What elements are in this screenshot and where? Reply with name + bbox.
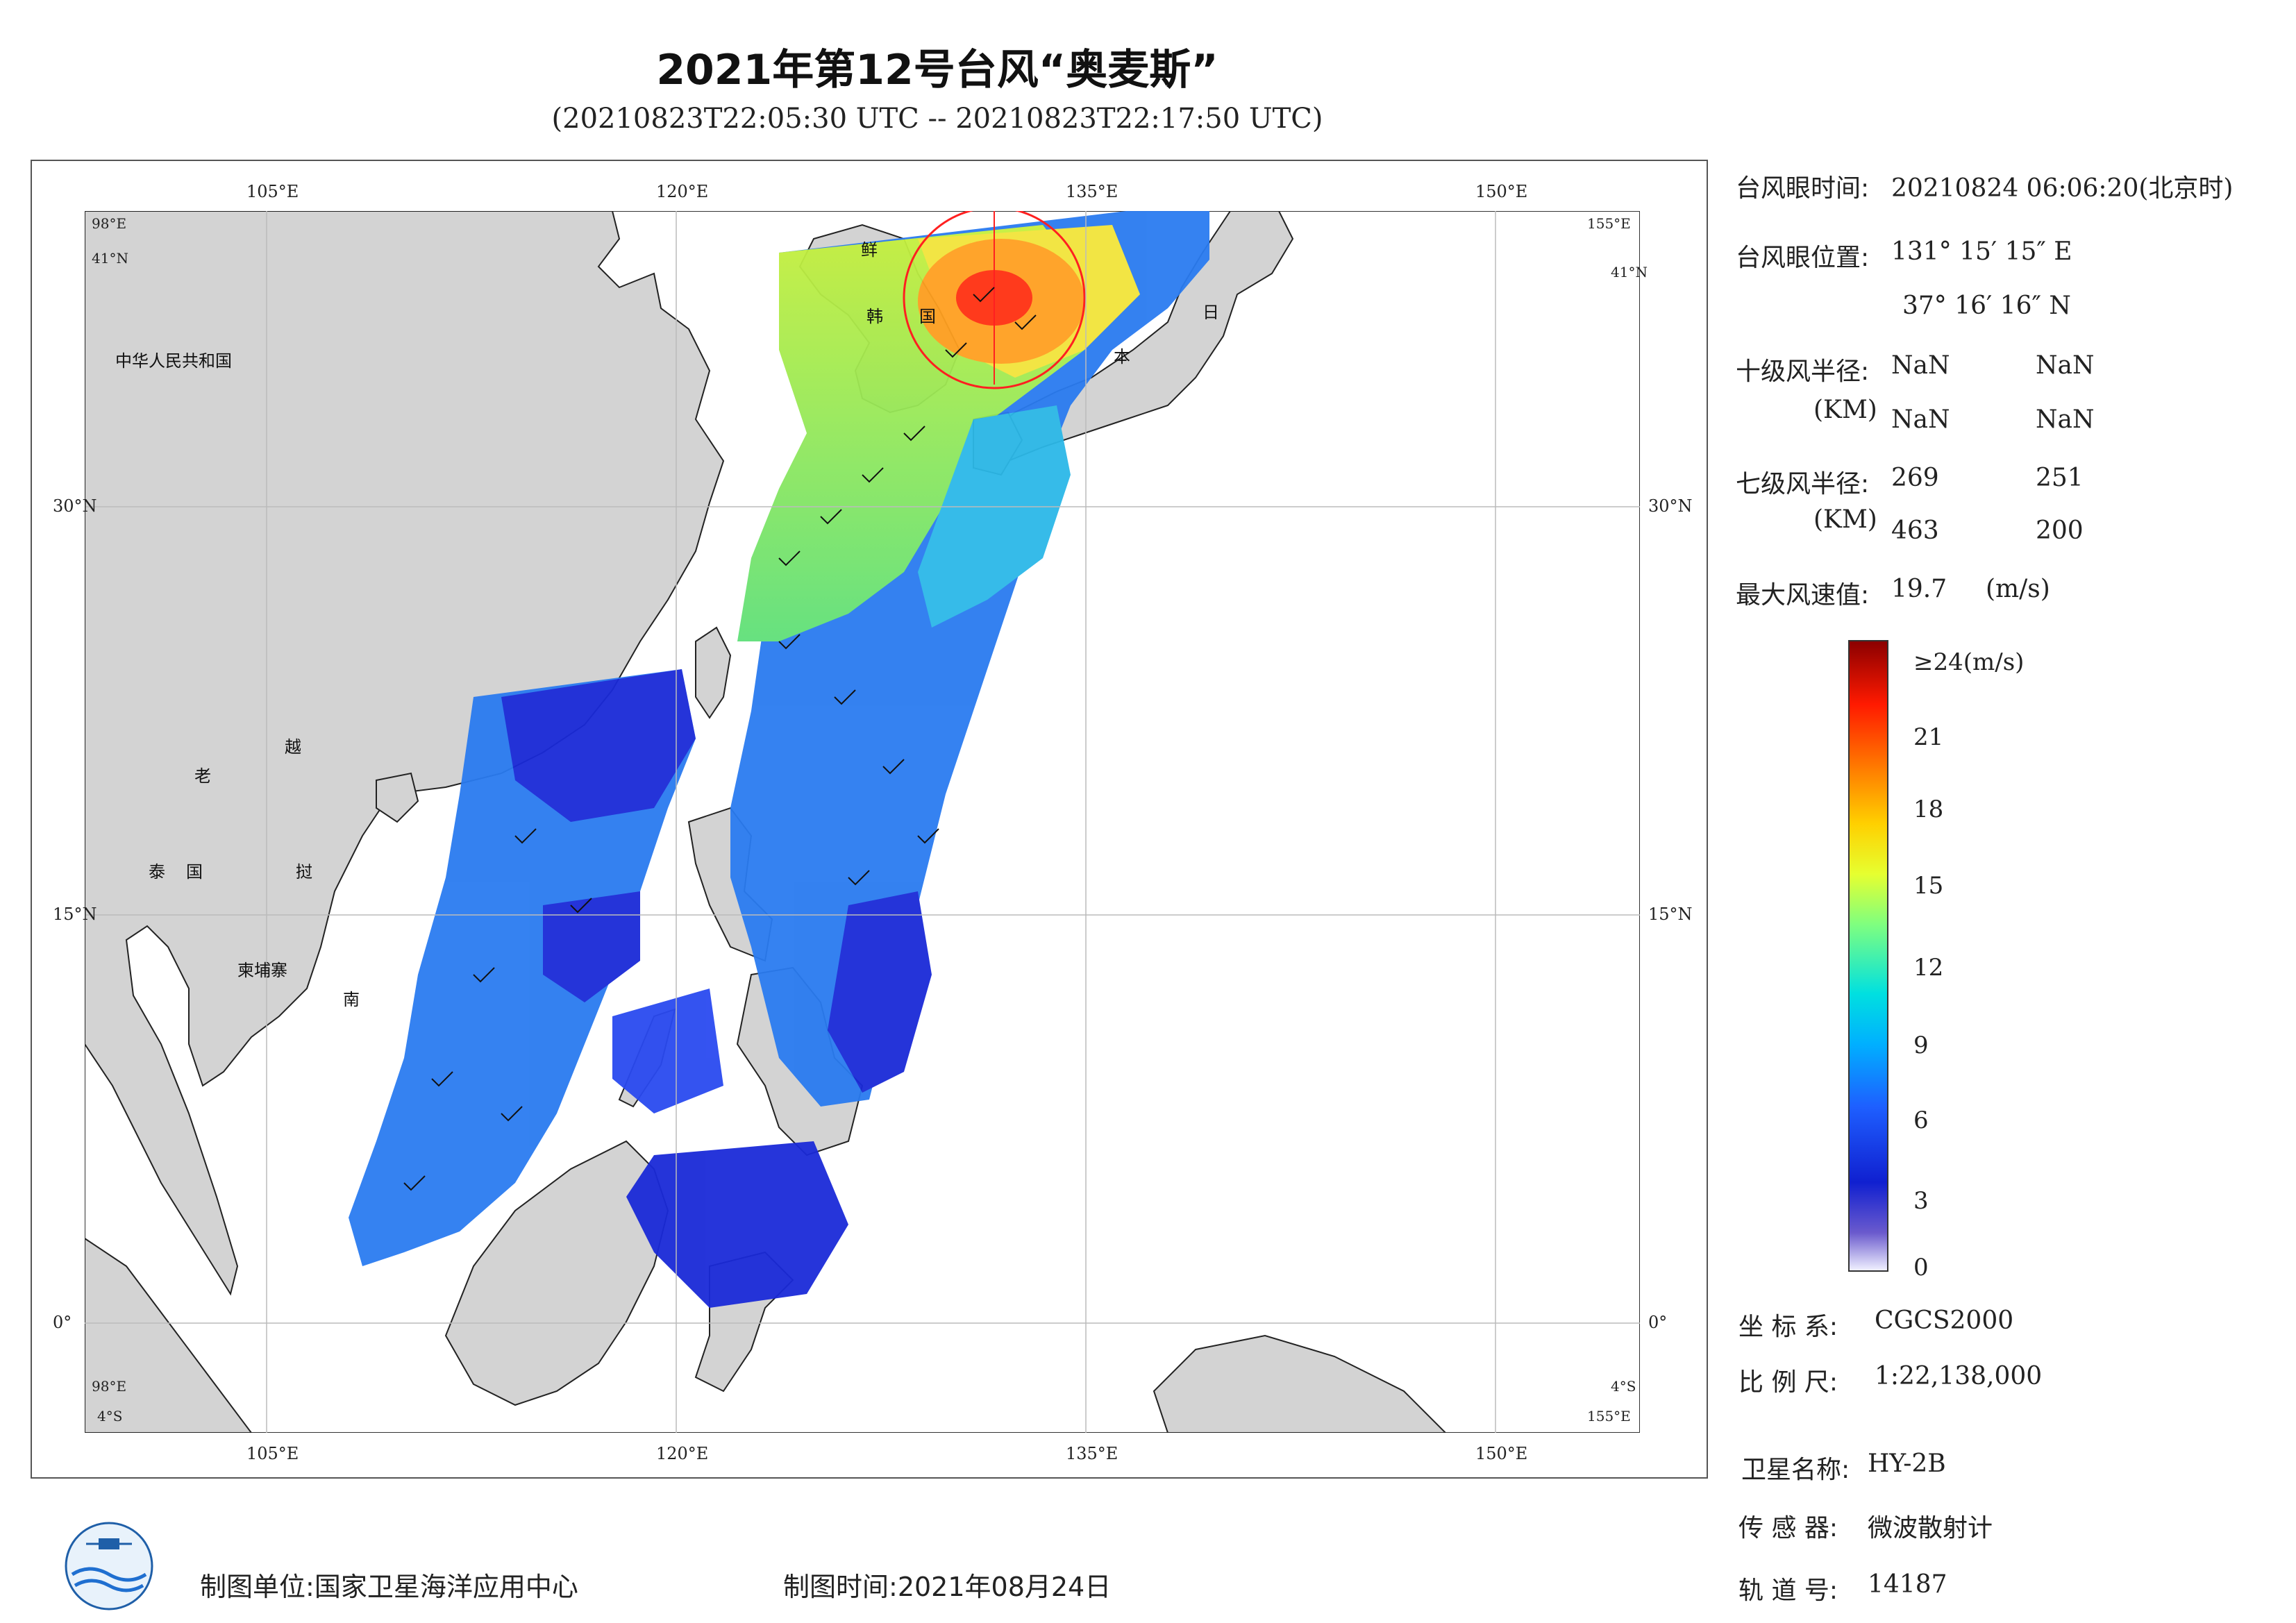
- lon-tick-top: 105°E: [246, 182, 299, 201]
- wind-swath-east: [730, 211, 1209, 1107]
- sensor: 微波散射计: [1868, 1514, 1993, 1542]
- colorbar-tick: 15: [1913, 872, 1944, 900]
- label-vietnam2: 挝: [296, 862, 312, 882]
- lon-tick-bottom: 150°E: [1475, 1444, 1528, 1463]
- sensor-label: 传 感 器:: [1738, 1514, 1838, 1542]
- corner-label: 155°E: [1587, 1408, 1631, 1424]
- r7-value: 269: [1891, 464, 1939, 492]
- unit-label: 制图单位:国家卫星海洋应用中心: [200, 1572, 578, 1602]
- colorbar-tick: 18: [1913, 796, 1944, 823]
- date-label: 制图时间:2021年08月24日: [783, 1572, 1112, 1602]
- borneo: [444, 1140, 669, 1406]
- eye-lat: 37° 16′ 16″ N: [1902, 292, 2071, 320]
- lat-tick-right: 0°: [1648, 1313, 1668, 1332]
- eye-time-label: 台风眼时间:: [1736, 174, 1870, 203]
- lat-tick-right: 15°N: [1648, 905, 1693, 924]
- corner-label: 4°S: [1611, 1378, 1636, 1395]
- sat: HY-2B: [1868, 1449, 1946, 1478]
- r10-value: NaN: [1891, 351, 1950, 380]
- scale: 1:22,138,000: [1875, 1362, 2043, 1390]
- max-wind-unit: (m/s): [1986, 575, 2050, 603]
- lat-tick-left: 30°N: [53, 496, 97, 516]
- corner-label: 155°E: [1587, 215, 1631, 232]
- eye-lon: 131° 15′ 15″ E: [1891, 237, 2072, 266]
- corner-label: 4°S: [97, 1408, 123, 1424]
- sat-label: 卫星名称:: [1741, 1456, 1850, 1484]
- label-korea-n: 鲜: [861, 240, 878, 260]
- corner-label: 98°E: [92, 215, 127, 232]
- lon-tick-top: 135°E: [1066, 182, 1118, 201]
- colorbar-tick: 6: [1913, 1107, 1929, 1134]
- new-guinea: [1153, 1334, 1447, 1433]
- label-korea-s2: 国: [919, 307, 936, 326]
- label-china: 中华人民共和国: [115, 351, 232, 371]
- colorbar-tick: 3: [1913, 1187, 1929, 1215]
- r10-unit: (KM): [1813, 396, 1877, 424]
- r10-value: NaN: [2036, 405, 2095, 434]
- wind-map: [85, 211, 1640, 1433]
- sumatra: [85, 1237, 253, 1433]
- lon-tick-bottom: 120°E: [656, 1444, 709, 1463]
- lon-tick-top: 120°E: [656, 182, 709, 201]
- label-japan1: 日: [1203, 303, 1219, 322]
- label-japan2: 本: [1114, 347, 1130, 367]
- crs: CGCS2000: [1875, 1306, 2014, 1335]
- lon-tick-top: 150°E: [1475, 182, 1528, 201]
- colorbar-tick: 9: [1913, 1032, 1929, 1059]
- r7-unit: (KM): [1813, 505, 1877, 534]
- nsoas-logo: [65, 1522, 153, 1611]
- wind-swath-west: [349, 669, 848, 1308]
- max-wind: 19.7: [1891, 575, 1947, 603]
- colorbar-tick: 12: [1913, 954, 1944, 982]
- lon-tick-bottom: 105°E: [246, 1444, 299, 1463]
- corner-label: 41°N: [1611, 264, 1648, 280]
- lat-tick-right: 30°N: [1648, 496, 1693, 516]
- mainland-asia: [85, 211, 725, 1296]
- lat-tick-left: 15°N: [53, 905, 97, 924]
- orbit-label: 轨 道 号:: [1738, 1576, 1838, 1605]
- wind-radius-circle: [903, 211, 1086, 389]
- r7-value: 463: [1891, 516, 1939, 545]
- label-thailand2: 国: [186, 862, 203, 882]
- lat-tick-left: 0°: [53, 1313, 72, 1332]
- colorbar-tick: 21: [1913, 723, 1944, 751]
- r10-label: 十级风半径:: [1736, 358, 1870, 386]
- r7-value: 251: [2036, 464, 2084, 492]
- time-range: (20210823T22:05:30 UTC -- 20210823T22:17…: [551, 103, 1323, 135]
- page-title: 2021年第12号台风“奥麦斯”: [656, 46, 1218, 94]
- eye-time: 20210824 06:06:20(北京时): [1891, 174, 2234, 203]
- colorbar-top-label: ≥24(m/s): [1913, 648, 2025, 676]
- r10-value: NaN: [2036, 351, 2095, 380]
- corner-label: 41°N: [92, 250, 128, 267]
- r10-value: NaN: [1891, 405, 1950, 434]
- r7-value: 200: [2036, 516, 2084, 545]
- r7-label: 七级风半径:: [1736, 470, 1870, 498]
- map-frame: [31, 160, 1708, 1479]
- scale-label: 比 例 尺:: [1738, 1368, 1838, 1397]
- wind-barbs: [403, 287, 1037, 1191]
- label-laos: 老: [194, 766, 211, 786]
- orbit: 14187: [1868, 1570, 1947, 1599]
- label-korea-s: 韩: [866, 307, 883, 326]
- lon-tick-bottom: 135°E: [1066, 1444, 1118, 1463]
- label-vietnam3: 南: [343, 990, 360, 1009]
- label-vietnam1: 越: [285, 737, 301, 757]
- taiwan: [695, 626, 732, 719]
- colorbar: [1848, 640, 1888, 1272]
- eye-pos-label: 台风眼位置:: [1736, 244, 1870, 272]
- label-thailand: 泰: [149, 862, 165, 882]
- max-wind-label: 最大风速值:: [1736, 581, 1870, 609]
- crs-label: 坐 标 系:: [1738, 1313, 1838, 1341]
- colorbar-tick: 0: [1913, 1254, 1929, 1281]
- corner-label: 98°E: [92, 1378, 127, 1395]
- label-cambodia: 柬埔寨: [237, 961, 287, 980]
- hainan: [376, 772, 419, 823]
